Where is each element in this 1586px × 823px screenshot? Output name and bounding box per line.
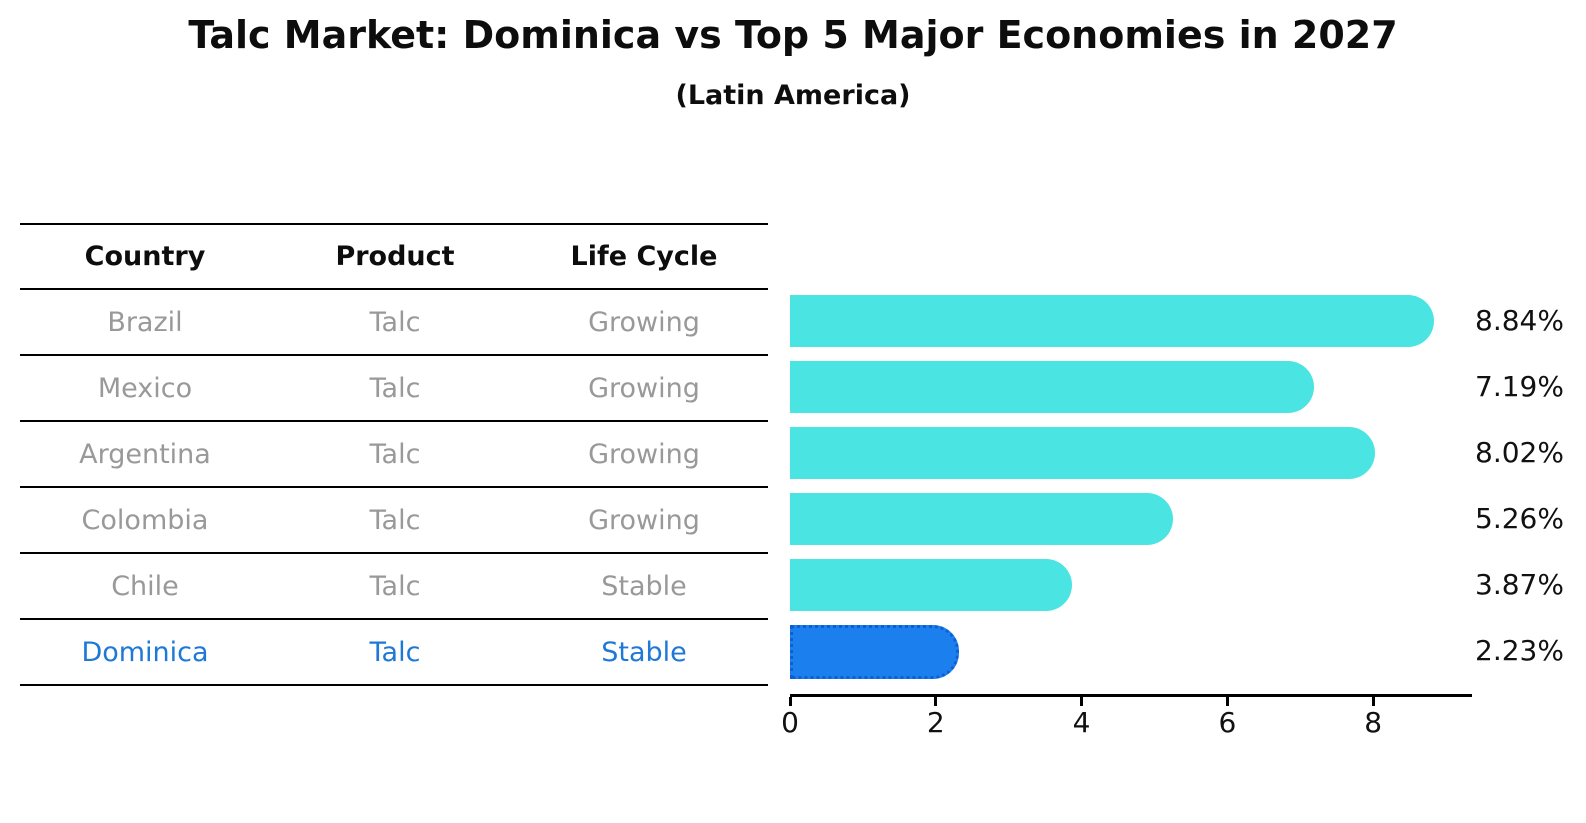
x-tick-mark: [934, 697, 938, 706]
bar-value-label: 3.87%: [1475, 568, 1564, 601]
table-row: Argentina Talc Growing: [20, 422, 768, 488]
table-row: Dominica Talc Stable: [20, 620, 768, 686]
table-header-product: Product: [335, 241, 455, 272]
cell-life-cycle: Stable: [601, 636, 687, 668]
x-tick-mark: [1371, 697, 1375, 706]
cell-country: Colombia: [81, 504, 209, 536]
x-tick-label: 6: [1218, 706, 1237, 739]
cell-product: Talc: [369, 372, 421, 404]
x-tick-mark: [1225, 697, 1229, 706]
x-tick-label: 8: [1364, 706, 1383, 739]
cell-country: Chile: [111, 570, 179, 602]
x-tick-mark: [788, 697, 792, 706]
table-header-row: Country Product Life Cycle: [20, 223, 768, 290]
cell-product: Talc: [369, 438, 421, 470]
bar-mexico: [790, 361, 1315, 413]
x-tick-label: 4: [1072, 706, 1091, 739]
bar-value-label: 7.19%: [1475, 370, 1564, 403]
table-row: Brazil Talc Growing: [20, 290, 768, 356]
table-body: Brazil Talc Growing Mexico Talc Growing Argent…: [20, 290, 768, 686]
cell-product: Talc: [369, 504, 421, 536]
cell-country: Argentina: [79, 438, 211, 470]
cell-product: Talc: [369, 636, 421, 668]
x-tick-label: 0: [781, 706, 799, 739]
bar-value-label: 8.02%: [1475, 436, 1564, 469]
cell-country: Dominica: [81, 636, 209, 668]
cell-life-cycle: Stable: [601, 570, 687, 602]
country-table: Country Product Life Cycle Brazil Talc Gro…: [20, 223, 768, 686]
bar-argentina: [790, 427, 1375, 479]
chart-title: Talc Market: Dominica vs Top 5 Major Eco…: [188, 13, 1398, 57]
cell-life-cycle: Growing: [588, 306, 700, 338]
bar-chile: [790, 559, 1073, 611]
table-row: Colombia Talc Growing: [20, 488, 768, 554]
bar-dominica: [790, 625, 959, 679]
x-tick-label: 2: [926, 706, 945, 739]
bar-value-label: 5.26%: [1475, 502, 1564, 535]
cell-country: Brazil: [107, 306, 183, 338]
chart-subtitle: (Latin America): [675, 80, 911, 111]
table-row: Mexico Talc Growing: [20, 356, 768, 422]
table-row: Chile Talc Stable: [20, 554, 768, 620]
cell-life-cycle: Growing: [588, 504, 700, 536]
cell-life-cycle: Growing: [588, 438, 700, 470]
cell-country: Mexico: [97, 372, 193, 404]
cell-life-cycle: Growing: [588, 372, 700, 404]
bar-value-label: 2.23%: [1475, 634, 1564, 667]
table-header-country: Country: [84, 241, 206, 272]
cell-product: Talc: [369, 570, 421, 602]
bar-brazil: [790, 295, 1435, 347]
cell-product: Talc: [369, 306, 421, 338]
x-tick-mark: [1080, 697, 1084, 706]
bar-colombia: [790, 493, 1174, 545]
x-axis-line: [790, 694, 1472, 697]
table-header-life-cycle: Life Cycle: [570, 241, 718, 272]
bar-value-label: 8.84%: [1475, 304, 1564, 337]
